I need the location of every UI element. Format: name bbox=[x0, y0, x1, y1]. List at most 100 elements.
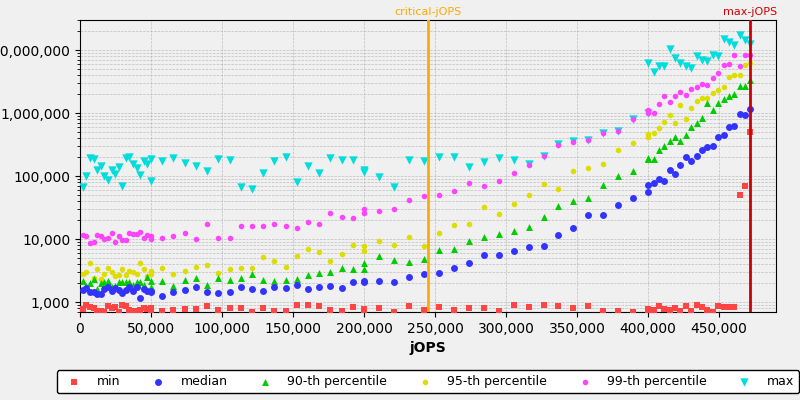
median bbox=[358, 278, 370, 284]
99-th percentile bbox=[492, 178, 505, 184]
median bbox=[105, 288, 118, 294]
max bbox=[126, 160, 139, 167]
max bbox=[462, 164, 475, 170]
median bbox=[94, 291, 107, 298]
99-th percentile bbox=[358, 210, 370, 216]
min bbox=[597, 308, 610, 314]
median bbox=[522, 243, 535, 250]
median bbox=[126, 288, 139, 294]
90-th percentile bbox=[387, 257, 400, 264]
max bbox=[552, 141, 565, 148]
min bbox=[744, 129, 757, 135]
median bbox=[418, 271, 430, 278]
95-th percentile bbox=[246, 265, 258, 271]
90-th percentile bbox=[701, 100, 714, 106]
min bbox=[178, 306, 191, 312]
95-th percentile bbox=[712, 87, 725, 94]
median bbox=[387, 279, 400, 285]
95-th percentile bbox=[279, 263, 292, 270]
99-th percentile bbox=[302, 218, 314, 225]
99-th percentile bbox=[112, 233, 125, 239]
median bbox=[109, 285, 122, 292]
max bbox=[690, 53, 703, 59]
99-th percentile bbox=[279, 222, 292, 229]
95-th percentile bbox=[653, 124, 666, 131]
min bbox=[722, 304, 735, 310]
max bbox=[567, 138, 580, 144]
max bbox=[387, 184, 400, 190]
90-th percentile bbox=[119, 279, 132, 286]
95-th percentile bbox=[701, 95, 714, 102]
99-th percentile bbox=[642, 107, 654, 114]
max bbox=[717, 36, 730, 42]
90-th percentile bbox=[669, 134, 682, 140]
min bbox=[134, 306, 146, 313]
median bbox=[722, 123, 735, 130]
90-th percentile bbox=[279, 277, 292, 284]
90-th percentile bbox=[712, 100, 725, 106]
min bbox=[302, 302, 314, 308]
min bbox=[234, 304, 247, 311]
max bbox=[433, 154, 446, 160]
95-th percentile bbox=[346, 242, 359, 248]
median bbox=[201, 289, 214, 295]
median bbox=[717, 132, 730, 139]
median bbox=[647, 180, 660, 186]
max bbox=[695, 56, 708, 63]
90-th percentile bbox=[246, 270, 258, 277]
95-th percentile bbox=[77, 271, 90, 277]
99-th percentile bbox=[597, 130, 610, 136]
95-th percentile bbox=[358, 243, 370, 249]
max bbox=[701, 58, 714, 65]
median bbox=[98, 286, 110, 292]
99-th percentile bbox=[212, 235, 225, 242]
min bbox=[98, 308, 110, 315]
95-th percentile bbox=[478, 204, 490, 210]
99-th percentile bbox=[658, 93, 670, 100]
min bbox=[402, 302, 415, 309]
max bbox=[109, 170, 122, 177]
max bbox=[223, 157, 236, 163]
95-th percentile bbox=[102, 264, 114, 271]
99-th percentile bbox=[537, 153, 550, 160]
median bbox=[80, 285, 93, 292]
min bbox=[90, 308, 103, 314]
max bbox=[268, 158, 281, 164]
median bbox=[335, 285, 348, 292]
90-th percentile bbox=[447, 245, 460, 252]
min bbox=[701, 307, 714, 314]
95-th percentile bbox=[257, 254, 270, 260]
max bbox=[134, 172, 146, 178]
99-th percentile bbox=[123, 230, 136, 236]
min bbox=[642, 306, 654, 312]
90-th percentile bbox=[663, 137, 676, 144]
90-th percentile bbox=[77, 277, 90, 284]
median bbox=[653, 176, 666, 183]
99-th percentile bbox=[663, 98, 676, 105]
median bbox=[658, 177, 670, 184]
max bbox=[234, 184, 247, 190]
95-th percentile bbox=[373, 238, 386, 244]
95-th percentile bbox=[679, 116, 692, 122]
min bbox=[102, 303, 114, 309]
max bbox=[358, 167, 370, 173]
90-th percentile bbox=[109, 282, 122, 289]
95-th percentile bbox=[234, 265, 247, 272]
min bbox=[478, 305, 490, 311]
median bbox=[119, 287, 132, 293]
99-th percentile bbox=[257, 222, 270, 229]
95-th percentile bbox=[685, 104, 698, 111]
95-th percentile bbox=[507, 201, 520, 207]
min bbox=[268, 308, 281, 314]
max bbox=[647, 69, 660, 75]
min bbox=[522, 303, 535, 310]
min bbox=[492, 307, 505, 314]
90-th percentile bbox=[346, 266, 359, 273]
99-th percentile bbox=[290, 225, 303, 232]
90-th percentile bbox=[612, 173, 625, 179]
90-th percentile bbox=[642, 156, 654, 162]
min bbox=[257, 304, 270, 311]
median bbox=[582, 212, 594, 218]
95-th percentile bbox=[522, 192, 535, 199]
95-th percentile bbox=[105, 268, 118, 275]
